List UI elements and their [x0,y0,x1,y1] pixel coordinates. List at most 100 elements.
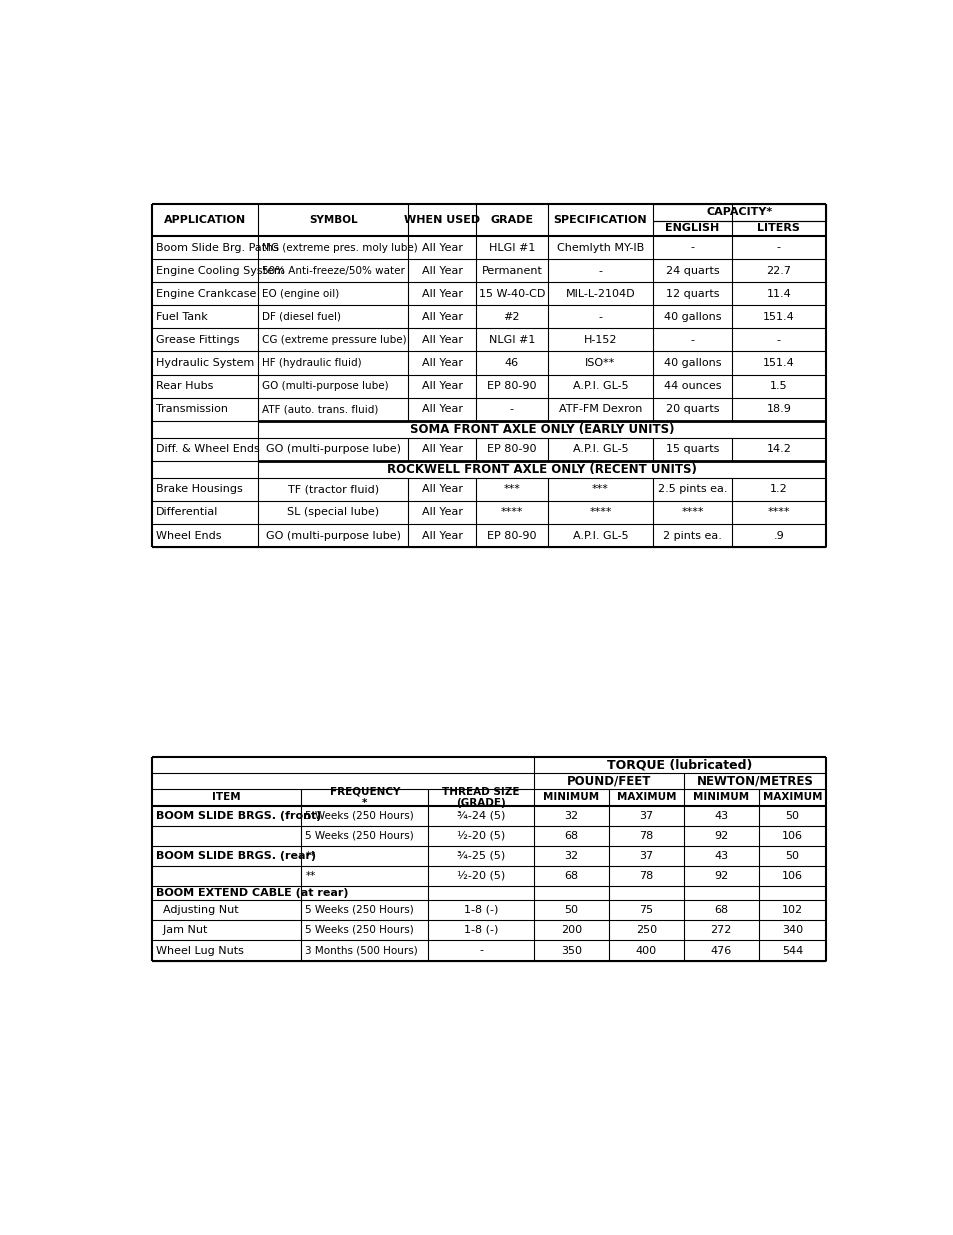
Text: ATF (auto. trans. fluid): ATF (auto. trans. fluid) [262,404,378,414]
Text: ROCKWELL FRONT AXLE ONLY (RECENT UNITS): ROCKWELL FRONT AXLE ONLY (RECENT UNITS) [387,463,697,475]
Text: 92: 92 [714,831,727,841]
Text: 102: 102 [781,905,802,915]
Text: -: - [598,266,602,275]
Text: 151.4: 151.4 [762,311,794,322]
Text: THREAD SIZE
(GRADE): THREAD SIZE (GRADE) [442,787,519,808]
Text: ENGLISH: ENGLISH [665,224,719,233]
Text: POUND/FEET: POUND/FEET [566,774,651,788]
Text: 37: 37 [639,811,653,821]
Text: 250: 250 [635,925,657,935]
Text: **: ** [305,851,315,861]
Text: WHEN USED: WHEN USED [403,215,479,225]
Text: Transmission: Transmission [155,404,228,414]
Text: 43: 43 [714,811,727,821]
Text: 200: 200 [560,925,581,935]
Text: EP 80-90: EP 80-90 [487,531,536,541]
Text: HF (hydraulic fluid): HF (hydraulic fluid) [262,358,361,368]
Text: All Year: All Year [421,242,462,252]
Text: 50: 50 [784,851,799,861]
Text: 151.4: 151.4 [762,358,794,368]
Text: 24 quarts: 24 quarts [665,266,719,275]
Text: Diff. & Wheel Ends: Diff. & Wheel Ends [155,445,259,454]
Text: -: - [598,311,602,322]
Text: Brake Housings: Brake Housings [155,484,242,494]
Text: SYMBOL: SYMBOL [309,215,357,225]
Text: ITEM: ITEM [213,793,241,803]
Text: MINIMUM: MINIMUM [693,793,748,803]
Text: 32: 32 [564,851,578,861]
Bar [653,204,825,221]
Text: EP 80-90: EP 80-90 [487,445,536,454]
Text: MAXIMUM: MAXIMUM [616,793,676,803]
Text: Wheel Ends: Wheel Ends [155,531,221,541]
Text: 15 W-40-CD: 15 W-40-CD [478,289,544,299]
Text: **: ** [305,871,315,881]
Text: All Year: All Year [421,311,462,322]
Text: 3 Months (500 Hours): 3 Months (500 Hours) [305,946,417,956]
Text: Rear Hubs: Rear Hubs [155,382,213,391]
Text: 106: 106 [781,871,802,881]
Text: 272: 272 [710,925,731,935]
Text: 340: 340 [781,925,802,935]
Text: Chemlyth MY-IB: Chemlyth MY-IB [557,242,643,252]
Text: .9: .9 [773,531,783,541]
Text: 68: 68 [714,905,727,915]
Text: 68: 68 [564,831,578,841]
Text: Differential: Differential [155,508,218,517]
Text: FREQUENCY
*: FREQUENCY * [330,787,399,808]
Text: MG (extreme pres. moly lube): MG (extreme pres. moly lube) [262,242,417,252]
Text: -: - [690,335,694,345]
Text: 11.4: 11.4 [765,289,790,299]
Text: ****: **** [500,508,522,517]
Text: All Year: All Year [421,266,462,275]
Text: 18.9: 18.9 [765,404,790,414]
Text: -: - [478,946,482,956]
Text: 40 gallons: 40 gallons [663,311,720,322]
Text: SOMA FRONT AXLE ONLY (EARLY UNITS): SOMA FRONT AXLE ONLY (EARLY UNITS) [410,422,674,436]
Text: 14.2: 14.2 [765,445,790,454]
Text: -: - [776,242,781,252]
Text: Hydraulic System: Hydraulic System [155,358,253,368]
Text: BOOM EXTEND CABLE (at rear): BOOM EXTEND CABLE (at rear) [155,888,348,898]
Text: Boom Slide Brg. Paths: Boom Slide Brg. Paths [155,242,278,252]
Text: Fuel Tank: Fuel Tank [155,311,207,322]
Text: 12 quarts: 12 quarts [665,289,719,299]
Text: 46: 46 [504,358,518,368]
Text: GO (multi-purpose lube): GO (multi-purpose lube) [265,531,400,541]
Text: H-152: H-152 [583,335,617,345]
Text: 544: 544 [781,946,802,956]
Text: 2 pints ea.: 2 pints ea. [662,531,721,541]
Text: -: - [690,242,694,252]
Text: CG (extreme pressure lube): CG (extreme pressure lube) [262,335,406,345]
Text: 2.5 pints ea.: 2.5 pints ea. [658,484,726,494]
Text: 32: 32 [564,811,578,821]
Text: TORQUE (lubricated): TORQUE (lubricated) [607,758,752,772]
Text: ***: *** [592,484,608,494]
Text: 37: 37 [639,851,653,861]
Text: Permanent: Permanent [481,266,541,275]
Text: -: - [776,335,781,345]
Text: -: - [509,404,514,414]
Text: CAPACITY*: CAPACITY* [706,207,772,217]
Text: All Year: All Year [421,404,462,414]
Text: ****: **** [767,508,789,517]
Text: GRADE: GRADE [490,215,533,225]
Text: 75: 75 [639,905,653,915]
Text: 350: 350 [560,946,581,956]
Text: 1.5: 1.5 [769,382,787,391]
Text: ATF-FM Dexron: ATF-FM Dexron [558,404,641,414]
Text: ¾-24 (5): ¾-24 (5) [456,811,505,821]
Text: 5 Weeks (250 Hours): 5 Weeks (250 Hours) [305,811,414,821]
Text: All Year: All Year [421,289,462,299]
Text: All Year: All Year [421,382,462,391]
Text: 40 gallons: 40 gallons [663,358,720,368]
Text: 106: 106 [781,831,802,841]
Text: 50% Anti-freeze/50% water: 50% Anti-freeze/50% water [262,266,405,275]
Text: Grease Fittings: Grease Fittings [155,335,239,345]
Text: A.P.I. GL-5: A.P.I. GL-5 [572,531,628,541]
Text: All Year: All Year [421,335,462,345]
Text: ****: **** [589,508,611,517]
Text: DF (diesel fuel): DF (diesel fuel) [262,311,341,322]
Text: BOOM SLIDE BRGS. (front): BOOM SLIDE BRGS. (front) [155,811,321,821]
Text: SPECIFICATION: SPECIFICATION [553,215,647,225]
